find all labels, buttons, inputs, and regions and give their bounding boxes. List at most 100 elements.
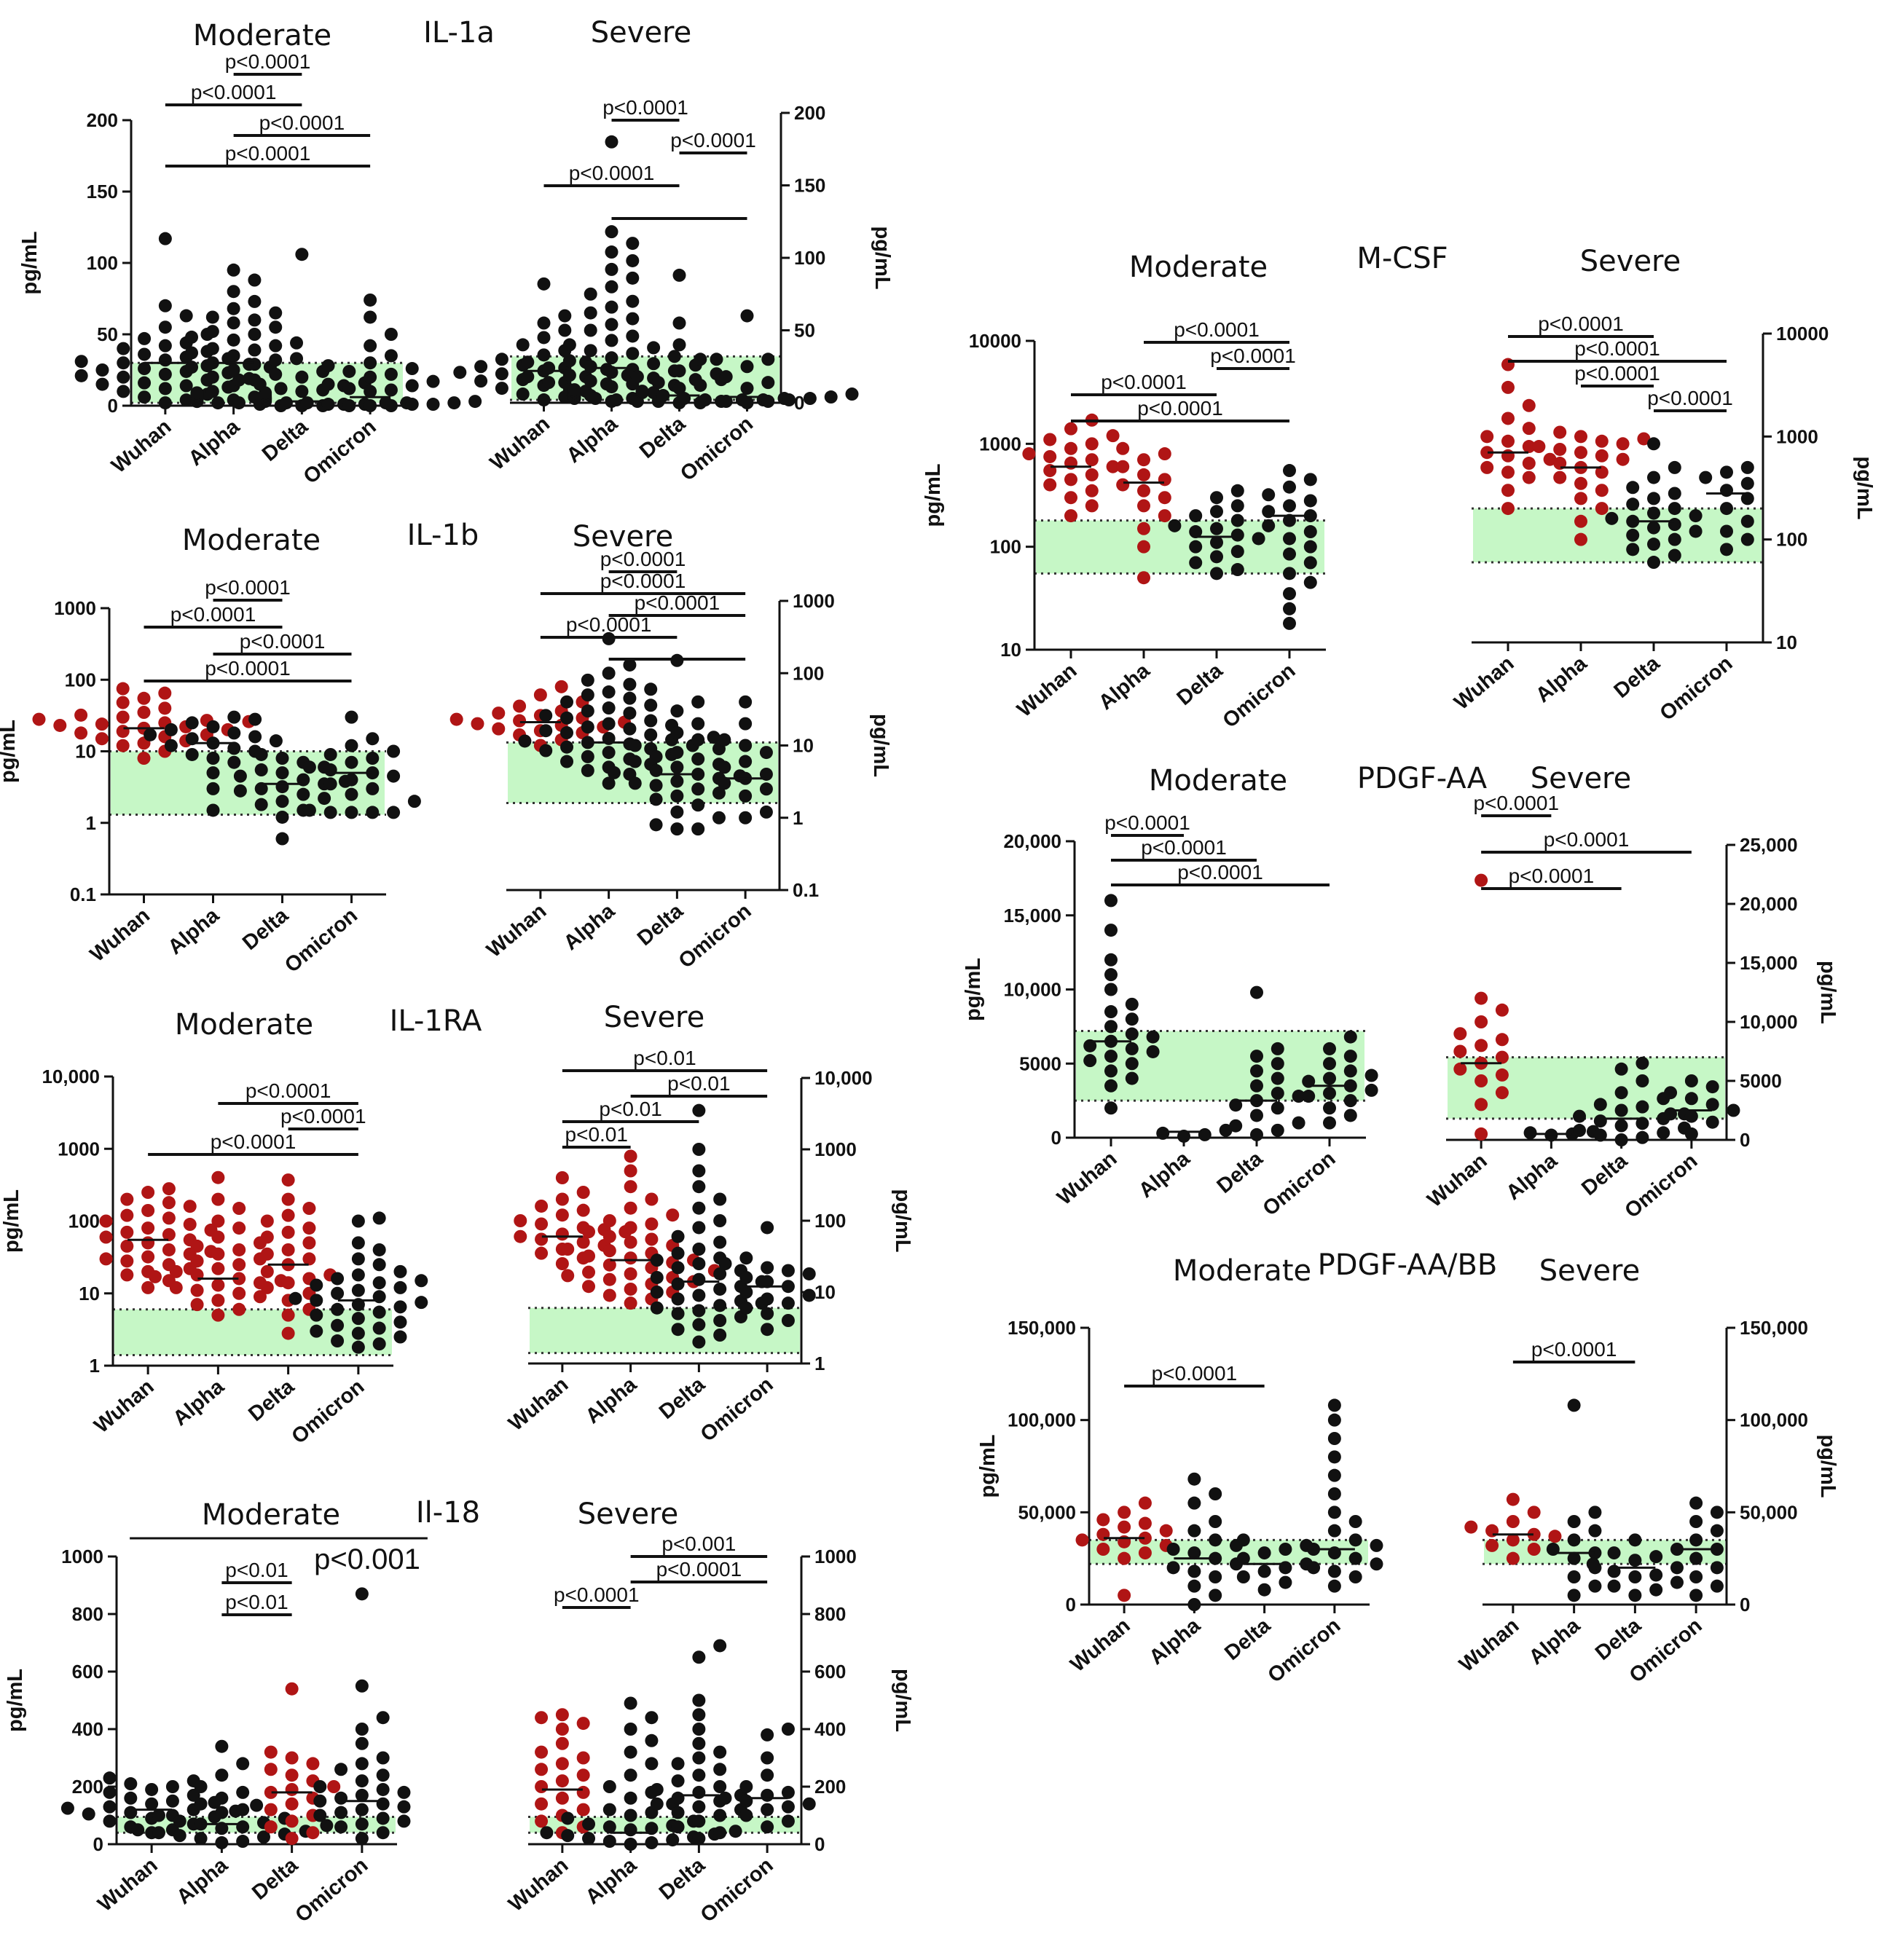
data-point [521,355,535,369]
data-point [1303,540,1317,554]
data-point [670,774,684,788]
data-point [803,392,817,406]
data-point [254,798,268,811]
data-point [1453,1062,1467,1076]
data-point [602,1272,616,1286]
data-point [1348,1533,1362,1547]
data-point [190,1239,204,1253]
data-point [1137,468,1150,481]
data-point [1684,1092,1698,1106]
data-point [1574,532,1587,546]
analyte-label: M-CSF [1356,242,1448,275]
data-point [1647,556,1660,570]
y-tick-label: 200 [794,102,825,124]
panel-title: Severe [604,1001,704,1034]
data-point [1262,519,1276,532]
data-point [32,712,46,726]
data-point [474,360,488,374]
data-point [1668,548,1681,562]
category-label-wuhan: Wuhan [1013,659,1081,722]
data-point [254,747,268,761]
data-point [739,755,753,768]
data-point [605,380,619,394]
data-point [138,331,152,345]
data-point [1104,953,1118,967]
p-value-label: p<0.01 [633,1047,696,1069]
data-point [1474,1074,1488,1087]
data-point [232,1272,246,1286]
data-point [1302,1074,1316,1088]
data-point [355,1803,369,1817]
data-point [141,1221,155,1235]
data-point [211,396,225,410]
data-point [539,709,553,723]
data-point [761,1803,774,1817]
p-value-label: p<0.0001 [1141,836,1227,859]
data-point [698,393,712,407]
data-point [1684,1127,1698,1141]
data-point [1567,1398,1581,1412]
data-point [1668,487,1681,500]
data-point [1647,538,1660,551]
data-point [53,718,67,732]
data-point [1567,1533,1581,1547]
p-value-label: p<0.0001 [635,591,720,614]
p-value-label: p<0.0001 [1574,337,1660,360]
y-tick-label: 10 [814,1281,836,1303]
data-point [1323,1101,1336,1115]
data-point [761,1221,774,1235]
data-point [376,1782,390,1796]
data-point [355,1774,369,1788]
data-point [602,1214,616,1227]
data-point [186,1788,200,1802]
data-point [364,399,377,412]
data-point [116,710,130,724]
p-value-label: p<0.0001 [170,603,256,626]
data-point [116,682,130,696]
p-value-label: p<0.01 [667,1072,730,1095]
data-point [295,248,309,261]
data-point [376,1826,390,1840]
data-point [1303,509,1317,523]
data-point [1118,1520,1131,1534]
data-point [281,1308,295,1322]
data-point [1209,1589,1222,1602]
data-point [254,763,268,777]
data-point [624,1251,637,1265]
data-point [145,1782,159,1796]
data-point [215,1739,229,1753]
data-point [310,1278,323,1292]
data-point [407,795,421,808]
data-point [1125,1012,1139,1026]
data-point [426,374,440,388]
data-point [120,1208,134,1222]
data-point [1626,514,1640,528]
data-point [281,1276,295,1290]
data-point [670,789,684,803]
data-point [692,1693,706,1707]
data-point [1104,968,1118,982]
data-point [581,763,594,777]
data-point [393,1315,407,1329]
data-point [626,312,640,326]
normal-range-band [1484,1540,1725,1565]
data-point [605,262,619,276]
data-point [1137,499,1150,513]
data-point [190,1254,204,1268]
data-point [1348,1551,1362,1565]
data-point [1064,422,1077,436]
data-point [521,370,535,384]
data-point [1283,499,1296,513]
data-point [535,1797,549,1811]
data-point [1593,1098,1607,1111]
data-point [313,1780,327,1793]
data-point [761,1728,774,1741]
y-tick-label: 1000 [1776,425,1818,447]
data-point [1189,509,1203,523]
data-point [713,1282,727,1296]
data-point [158,686,172,700]
data-point [739,811,753,824]
data-point [1548,1530,1562,1543]
y-axis-label: pg/mL [1853,457,1876,520]
data-point [624,1267,637,1280]
